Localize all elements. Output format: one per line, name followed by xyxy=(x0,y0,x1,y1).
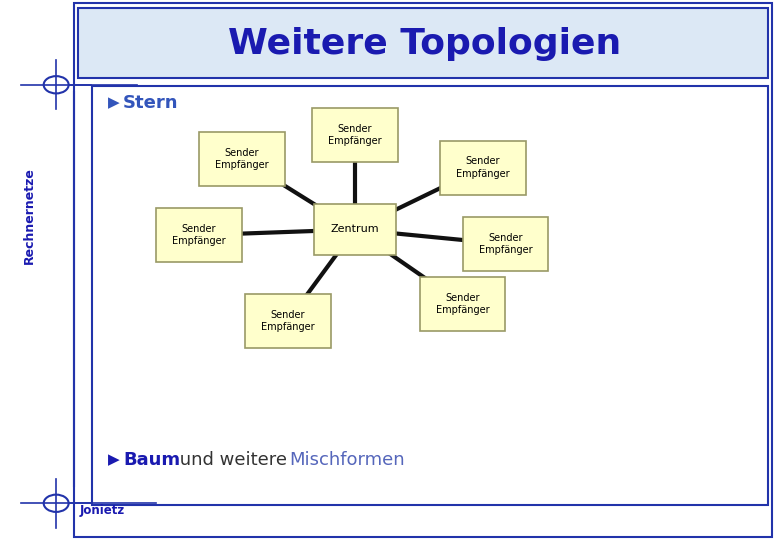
FancyBboxPatch shape xyxy=(420,277,505,331)
Text: Sender
Empfänger: Sender Empfänger xyxy=(479,233,532,255)
Text: Rechnernetze: Rechnernetze xyxy=(23,167,36,265)
FancyBboxPatch shape xyxy=(156,208,242,262)
FancyBboxPatch shape xyxy=(92,86,768,505)
Text: ▶: ▶ xyxy=(108,453,119,468)
Text: Stern: Stern xyxy=(123,93,179,112)
Text: Baum: Baum xyxy=(123,451,180,469)
FancyBboxPatch shape xyxy=(314,204,396,255)
Text: Sender
Empfänger: Sender Empfänger xyxy=(328,124,381,146)
Text: Sender
Empfänger: Sender Empfänger xyxy=(436,293,489,315)
Text: Sender
Empfänger: Sender Empfänger xyxy=(261,310,314,332)
Text: Jonietz: Jonietz xyxy=(80,504,125,517)
Text: Weitere Topologien: Weitere Topologien xyxy=(229,28,622,61)
Text: Sender
Empfänger: Sender Empfänger xyxy=(172,224,226,246)
FancyBboxPatch shape xyxy=(74,3,772,537)
FancyBboxPatch shape xyxy=(78,8,768,78)
FancyBboxPatch shape xyxy=(245,294,331,348)
FancyBboxPatch shape xyxy=(312,108,398,162)
Text: Mischformen: Mischformen xyxy=(289,451,405,469)
FancyBboxPatch shape xyxy=(463,217,548,271)
Text: Sender
Empfänger: Sender Empfänger xyxy=(215,148,268,170)
FancyBboxPatch shape xyxy=(199,132,285,186)
Text: Sender
Empfänger: Sender Empfänger xyxy=(456,157,509,179)
FancyBboxPatch shape xyxy=(440,140,526,194)
Text: Zentrum: Zentrum xyxy=(331,225,379,234)
Text: ▶: ▶ xyxy=(108,95,119,110)
Text: und weitere: und weitere xyxy=(174,451,292,469)
